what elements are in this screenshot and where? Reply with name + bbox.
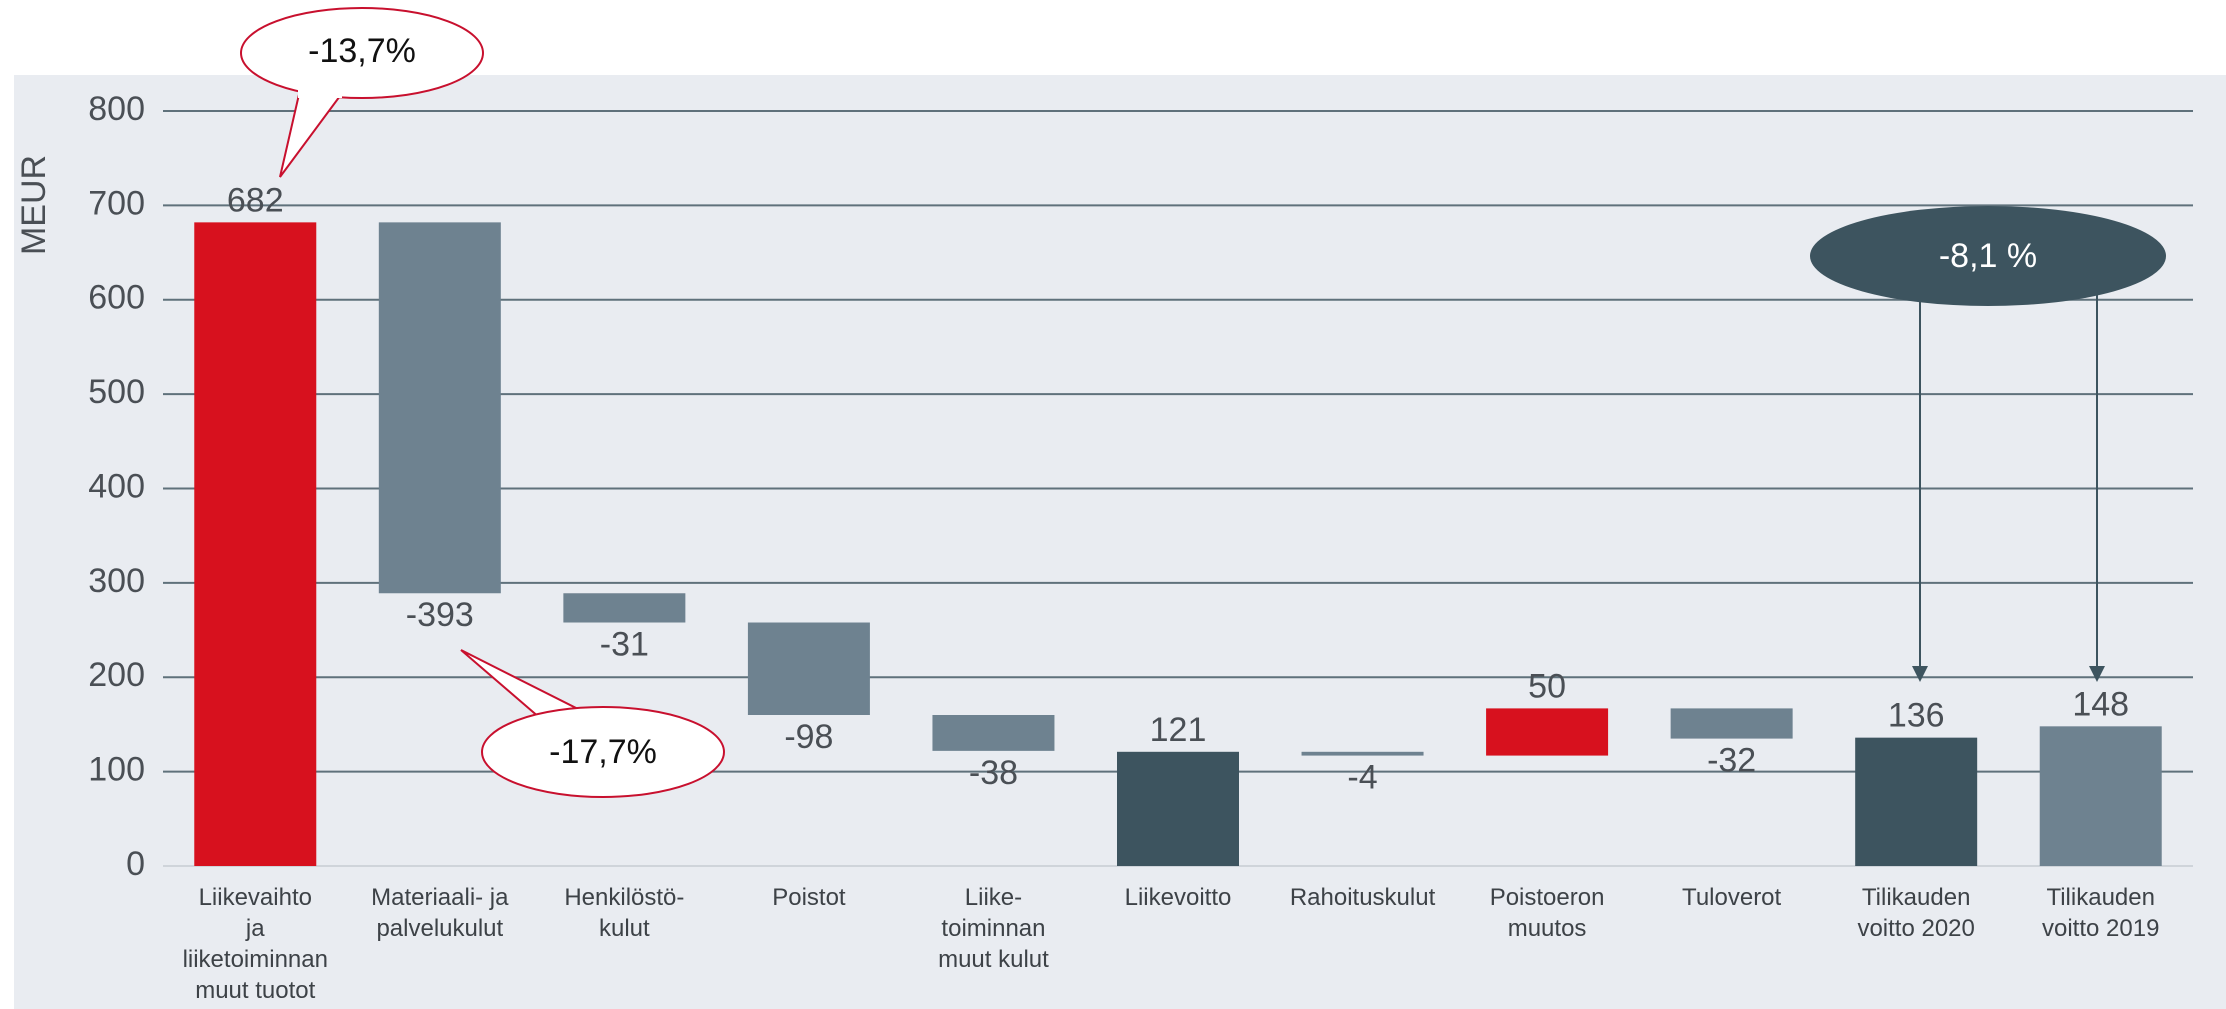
y-tick-label: 300 xyxy=(88,562,145,600)
callout xyxy=(1810,206,2166,306)
value-label: 148 xyxy=(2072,685,2129,723)
callout xyxy=(240,7,484,99)
value-label: 136 xyxy=(1888,697,1945,735)
value-label: -31 xyxy=(600,625,649,663)
x-tick-label: Materiaali- ja palvelukulut xyxy=(371,884,509,942)
x-tick-label: Tuloverot xyxy=(1682,884,1782,911)
y-tick-label: 500 xyxy=(88,373,145,411)
x-tick-label: Tilikauden voitto 2020 xyxy=(1857,884,1975,942)
x-tick-label: Tilikauden voitto 2019 xyxy=(2042,884,2160,942)
annotation: -17,7% xyxy=(549,733,657,771)
x-tick-label: Liikevaihto ja liiketoiminnan muut tuoto… xyxy=(182,884,328,1004)
bar xyxy=(747,622,870,715)
value-label: -38 xyxy=(969,754,1018,792)
value-label: -393 xyxy=(406,596,474,634)
callout xyxy=(481,706,725,798)
y-axis-label: MEUR xyxy=(15,155,53,255)
callout-mask xyxy=(298,90,342,98)
x-tick-label: Poistot xyxy=(772,884,846,911)
value-label: 50 xyxy=(1528,667,1566,705)
x-tick-label: Rahoituskulut xyxy=(1289,884,1436,911)
y-tick-label: 200 xyxy=(88,656,145,694)
y-tick-label: 100 xyxy=(88,751,145,789)
value-label: -4 xyxy=(1347,759,1377,797)
y-tick-label: 0 xyxy=(126,845,145,883)
x-tick-label: Liikevoitto xyxy=(1124,884,1232,911)
bar xyxy=(1117,751,1239,866)
bar xyxy=(2039,726,2162,866)
value-label: -32 xyxy=(1707,742,1756,780)
value-label: -98 xyxy=(784,718,833,756)
x-tick-label: Henkilöstö- kulut xyxy=(564,884,685,942)
bar xyxy=(378,222,501,594)
bar xyxy=(932,715,1055,751)
x-tick-label: Liike- toiminnan muut kulut xyxy=(938,884,1049,973)
bar xyxy=(1670,708,1793,739)
arrow-head xyxy=(2089,666,2105,682)
value-label: 682 xyxy=(227,181,284,219)
bar xyxy=(194,222,317,867)
bar xyxy=(1486,708,1609,756)
bar xyxy=(1301,751,1424,756)
y-tick-label: 600 xyxy=(88,279,145,317)
x-tick-label: Poistoeron muutos xyxy=(1489,884,1605,942)
y-tick-label: 700 xyxy=(88,184,145,222)
annotation: -8,1 % xyxy=(1939,237,2037,275)
y-tick-label: 800 xyxy=(88,90,145,128)
annotation: -13,7% xyxy=(308,32,416,70)
bar xyxy=(563,593,686,623)
y-tick-label: 400 xyxy=(88,467,145,505)
bar xyxy=(1855,737,1978,866)
arrow-head xyxy=(1912,666,1928,682)
value-label: 121 xyxy=(1150,711,1207,749)
